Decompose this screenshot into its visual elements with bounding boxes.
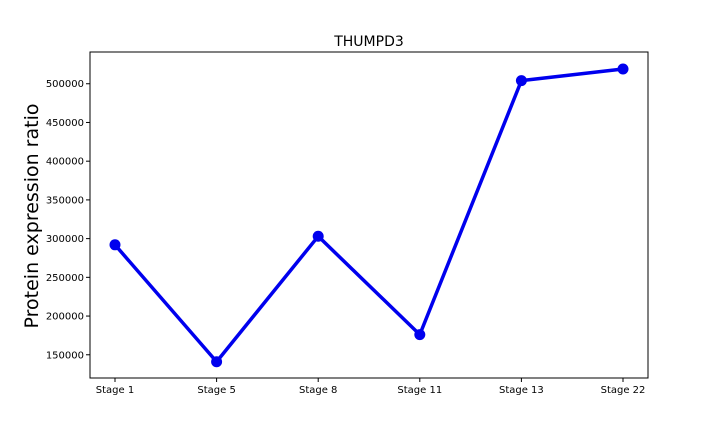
data-point [617, 63, 629, 75]
y-tick-label: 200000 [46, 312, 84, 323]
x-tick-label: Stage 13 [499, 385, 544, 396]
y-tick-label: 300000 [46, 234, 84, 245]
plot-frame [89, 51, 649, 379]
x-axis: Stage 1 Stage 5 Stage 8 Stage 11 Stage 13 Sta… [96, 378, 646, 396]
y-tick-label: 450000 [46, 118, 84, 129]
data-point [211, 356, 223, 368]
data-point [109, 239, 121, 251]
y-tick-label: 350000 [46, 195, 84, 206]
x-tick-label: Stage 5 [197, 385, 235, 396]
data-point [515, 75, 527, 87]
x-tick-label: Stage 22 [601, 385, 646, 396]
chart-title: THUMPD3 [333, 34, 404, 50]
y-tick-label: 500000 [46, 79, 84, 90]
y-tick-label: 150000 [46, 350, 84, 361]
series-line [113, 67, 625, 364]
y-tick-label: 250000 [46, 273, 84, 284]
y-axis-label: Protein expression ratio [21, 104, 43, 329]
y-axis: 150000 200000 250000 300000 350000 400000 4500… [46, 79, 90, 361]
y-tick-label: 400000 [46, 157, 84, 168]
x-tick-label: Stage 11 [397, 385, 442, 396]
x-tick-label: Stage 8 [299, 385, 337, 396]
x-tick-label: Stage 1 [96, 385, 134, 396]
series-layer [109, 63, 629, 368]
data-point [312, 230, 324, 242]
data-point [414, 329, 426, 341]
